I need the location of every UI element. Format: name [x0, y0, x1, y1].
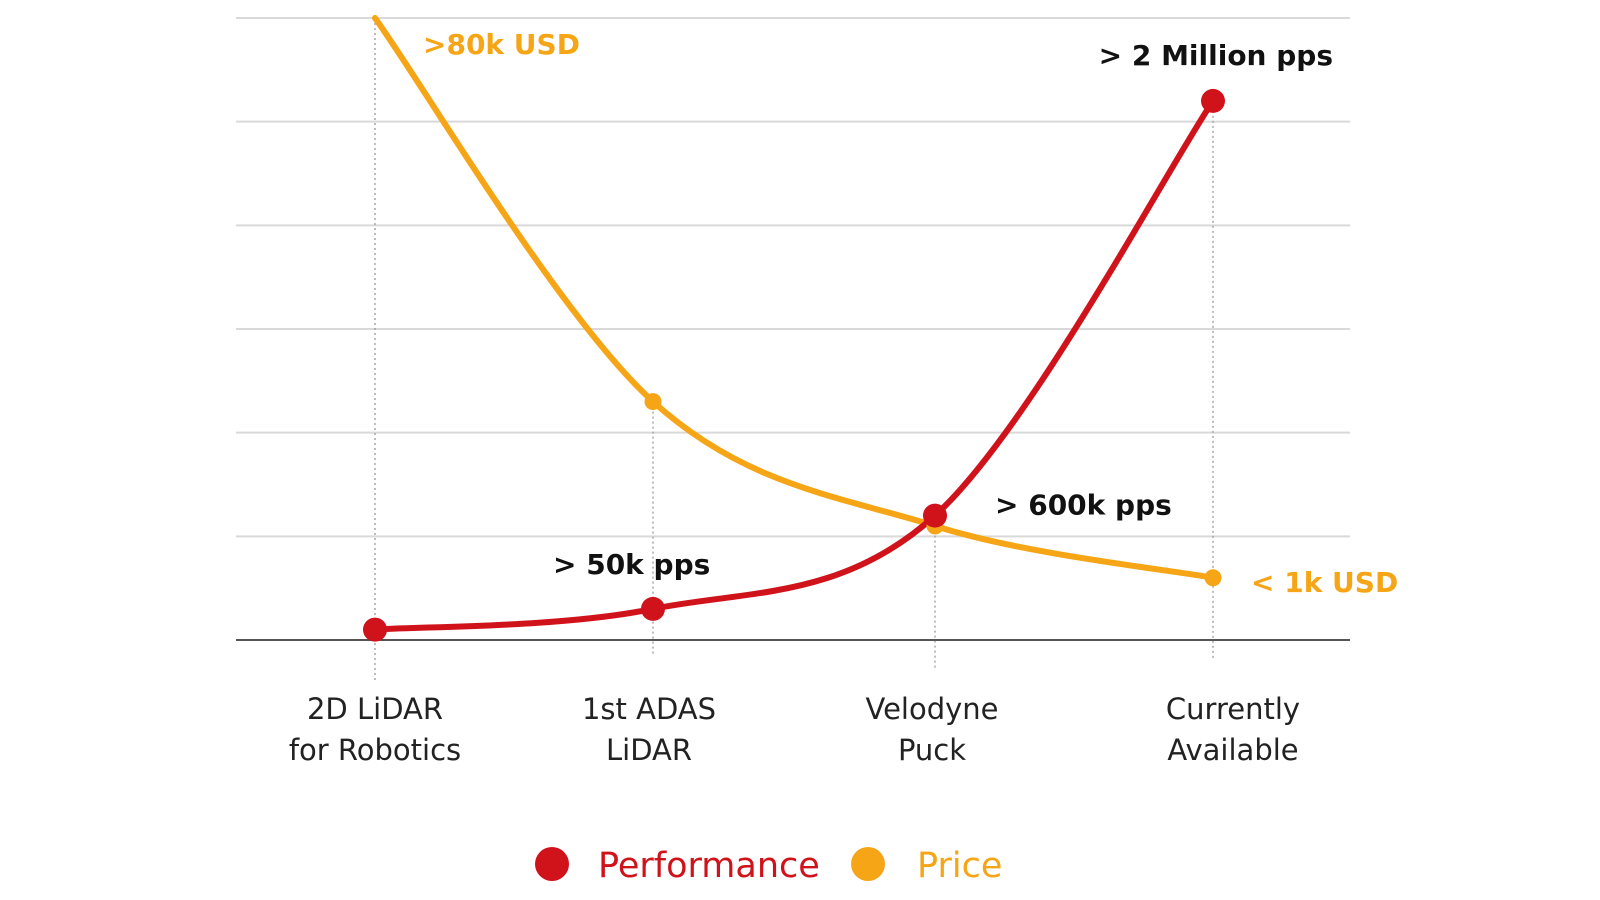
x-tick-label-line: Available — [1167, 733, 1298, 767]
x-tick-label: 1st ADAS LiDAR — [582, 692, 716, 767]
performance-point — [641, 596, 665, 621]
gridlines — [236, 17, 1350, 538]
annotation-label: < 1k USD — [1251, 566, 1398, 599]
data-points — [363, 88, 1225, 642]
x-tick-label-line: Currently — [1166, 692, 1300, 726]
x-tick-label-line: Puck — [898, 733, 966, 767]
legend: Performance Price — [535, 846, 1002, 886]
x-tick-labels: 2D LiDAR for Robotics 1st ADAS LiDAR Velodyn… — [289, 692, 1300, 767]
performance-point — [923, 503, 947, 528]
performance-point — [363, 617, 387, 642]
performance-line — [372, 97, 1216, 633]
x-tick-label-line: 2D LiDAR — [307, 692, 443, 726]
price-line — [372, 15, 1216, 581]
x-tick-label: Velodyne Puck — [865, 692, 998, 767]
price-point — [1204, 569, 1222, 587]
annotation-label: > 50k pps — [553, 548, 710, 581]
legend-label-performance: Performance — [598, 846, 820, 886]
x-tick-label: Currently Available — [1166, 692, 1300, 767]
annotation-label: > 2 Million pps — [1099, 39, 1333, 72]
performance-point — [1201, 88, 1225, 113]
legend-label-price: Price — [917, 846, 1002, 886]
x-tick-label-line: Velodyne — [865, 692, 998, 726]
series-lines — [372, 15, 1216, 633]
x-tick-label-line: LiDAR — [606, 733, 692, 767]
drop-lines — [374, 18, 1214, 680]
x-tick-label: 2D LiDAR for Robotics — [289, 692, 461, 767]
annotations: >80k USD > 50k pps > 600k pps > 2 Million p… — [423, 28, 1398, 599]
x-tick-label-line: 1st ADAS — [582, 692, 716, 726]
legend-marker-performance — [535, 847, 569, 881]
annotation-label: >80k USD — [423, 28, 580, 61]
price-point — [644, 393, 662, 411]
annotation-label: > 600k pps — [995, 489, 1172, 522]
x-tick-label-line: for Robotics — [289, 733, 461, 767]
legend-marker-price — [851, 847, 885, 881]
